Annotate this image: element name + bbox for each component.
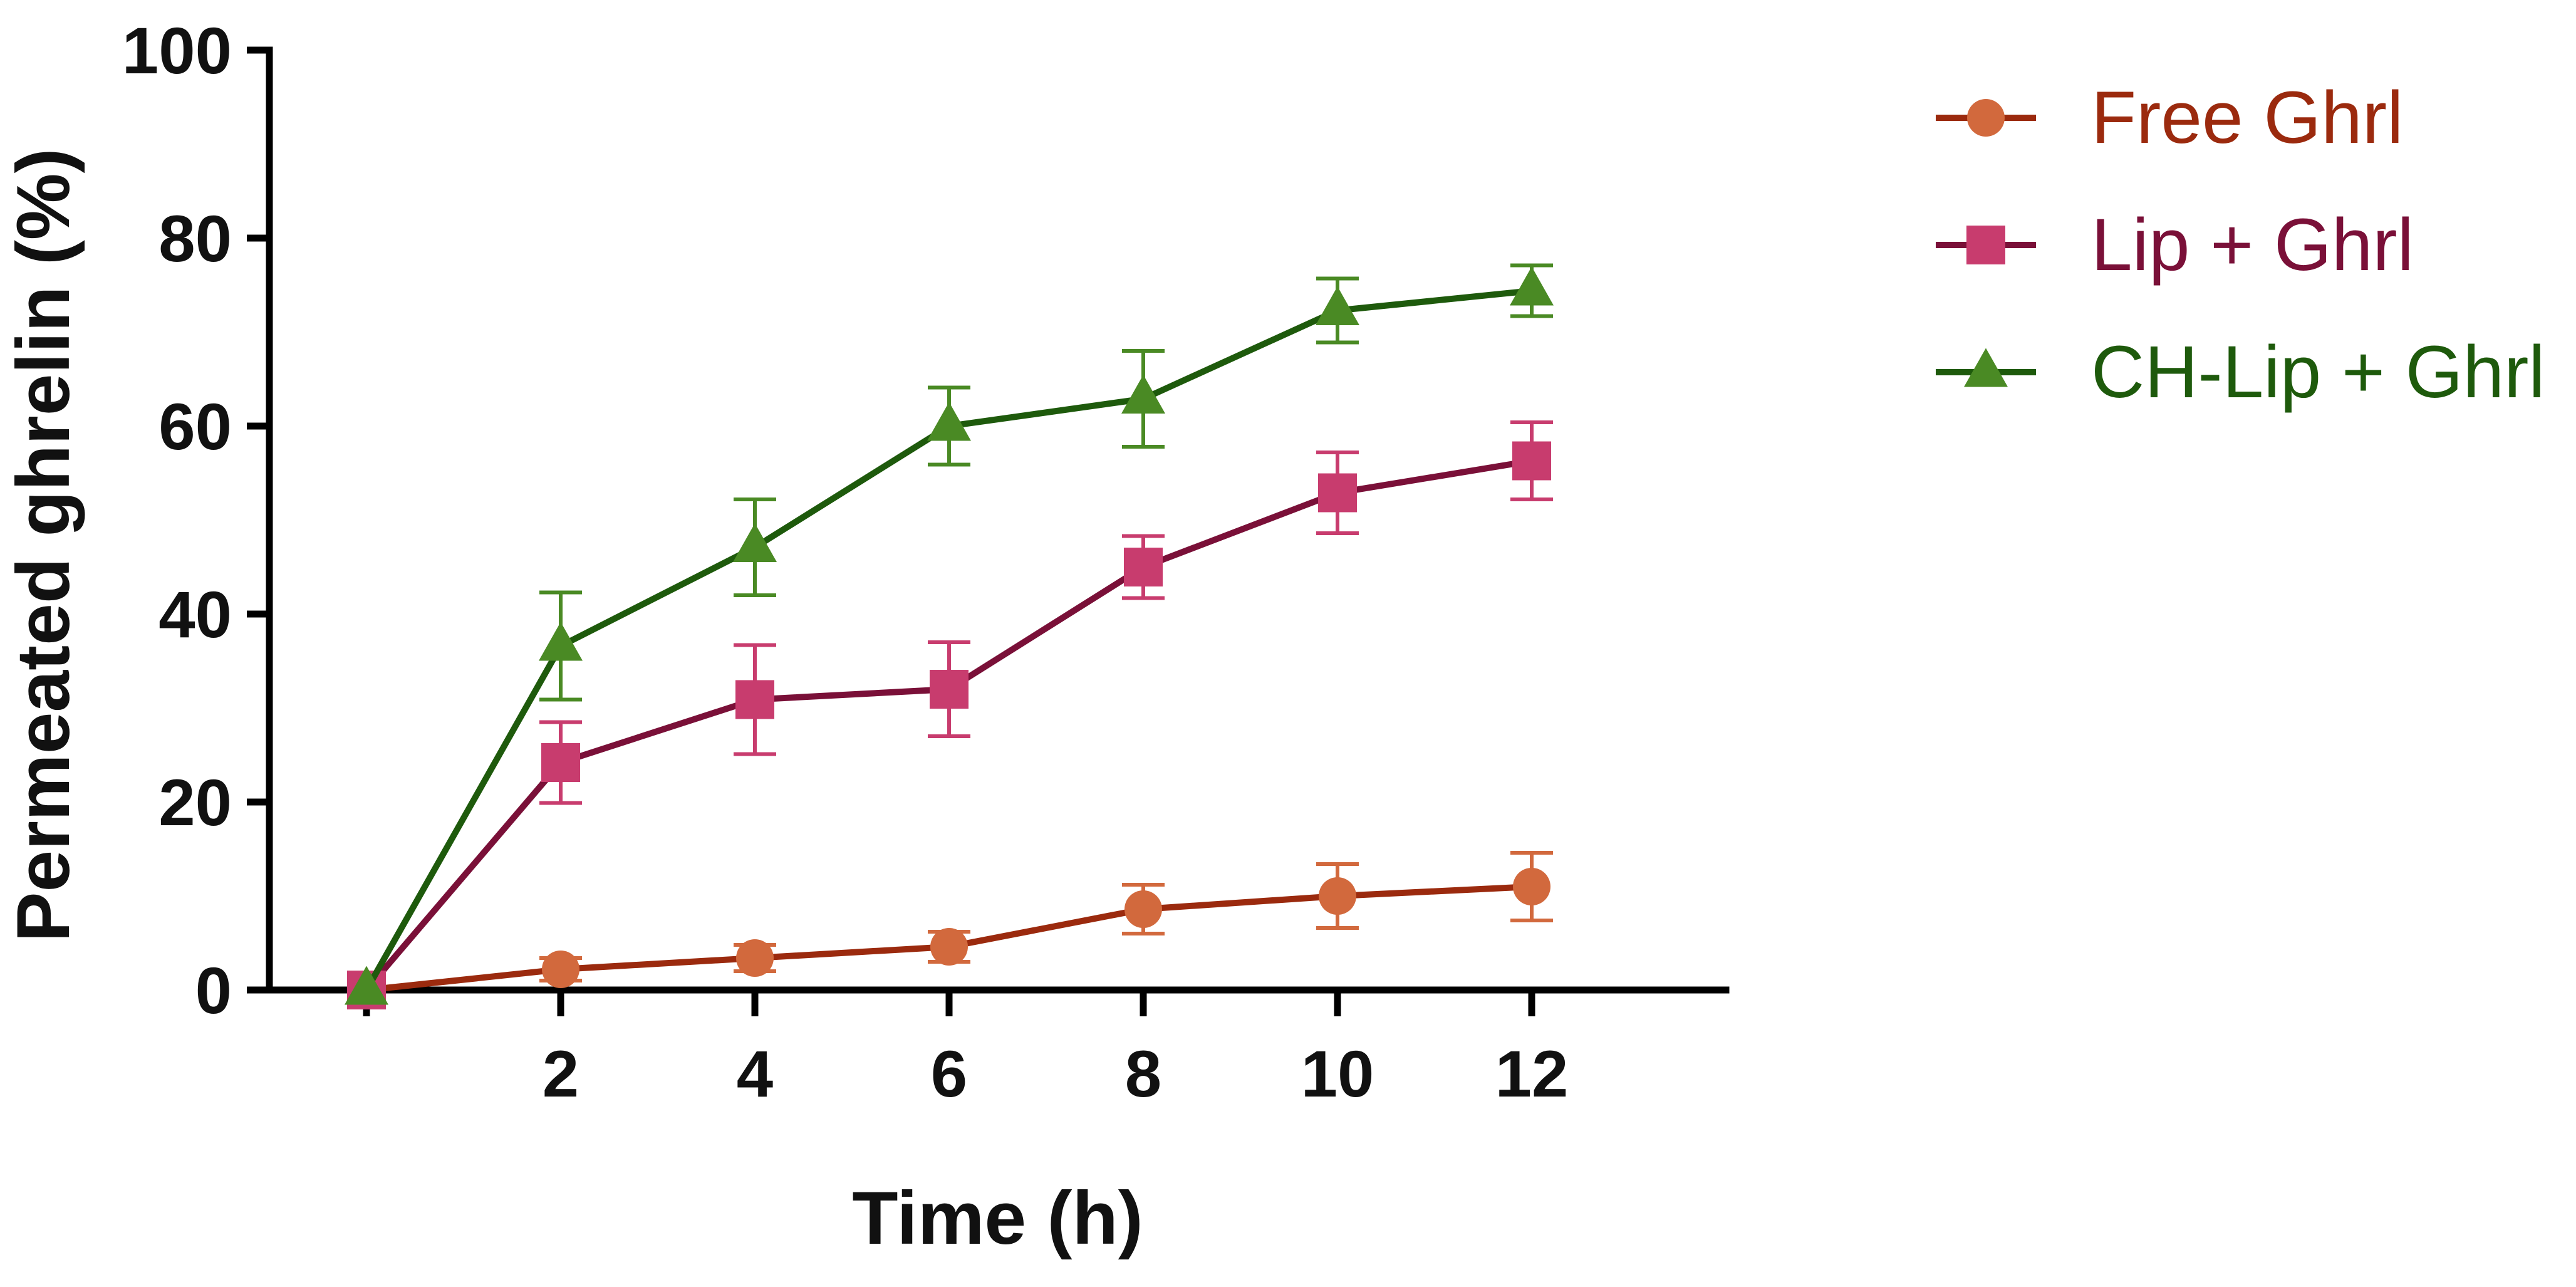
- data-point: [539, 622, 583, 661]
- series-ch-lip-ghrl: [345, 263, 1554, 1005]
- y-axis-title: Permeated ghrelin (%): [1, 148, 85, 942]
- data-point: [930, 928, 968, 966]
- data-point: [733, 523, 777, 563]
- legend-item: Lip + Ghrl: [1936, 204, 2414, 286]
- x-axis-title: Time (h): [852, 1176, 1143, 1260]
- data-point: [1510, 266, 1554, 306]
- legend-label: Lip + Ghrl: [2091, 204, 2414, 286]
- data-point: [1512, 441, 1551, 481]
- data-point: [1124, 890, 1162, 928]
- y-ticks: 0 20 40 60 80 100: [122, 14, 269, 1028]
- data-point: [930, 670, 969, 709]
- legend-marker: [1967, 99, 2005, 137]
- series-layer: [345, 263, 1554, 1009]
- x-tick-label: 8: [1125, 1038, 1161, 1111]
- series-lip-ghrl: [347, 420, 1553, 1009]
- y-tick-label: 0: [195, 954, 232, 1028]
- legend-label: CH-Lip + Ghrl: [2091, 331, 2545, 414]
- legend-item: Free Ghrl: [1936, 76, 2403, 159]
- series-free-ghrl: [348, 851, 1553, 1009]
- legend-marker: [1964, 348, 2008, 387]
- data-point: [1513, 868, 1550, 905]
- axes: 0 20 40 60 80 100 2 4 6 8 10 12: [122, 14, 1730, 1111]
- y-tick-label: 80: [158, 202, 232, 276]
- x-tick-label: 10: [1301, 1038, 1374, 1111]
- x-tick-label: 12: [1495, 1038, 1569, 1111]
- y-tick-label: 20: [158, 766, 232, 840]
- y-tick-label: 60: [158, 390, 232, 464]
- x-ticks: 2 4 6 8 10 12: [363, 990, 1569, 1111]
- data-point: [541, 743, 580, 782]
- data-point: [736, 939, 774, 977]
- x-tick-label: 6: [931, 1038, 967, 1111]
- data-point: [1318, 473, 1357, 513]
- legend: Free Ghrl Lip + Ghrl CH-Lip + Ghrl: [1936, 76, 2545, 414]
- y-tick-label: 40: [158, 578, 232, 652]
- data-point: [542, 951, 579, 988]
- y-tick-label: 100: [122, 14, 232, 88]
- data-point: [1316, 286, 1359, 326]
- x-tick-label: 2: [543, 1038, 579, 1111]
- data-point: [735, 680, 774, 719]
- data-point: [1319, 877, 1356, 915]
- legend-marker: [1966, 226, 2005, 264]
- x-tick-label: 4: [737, 1038, 773, 1111]
- data-point: [345, 966, 388, 1005]
- data-point: [1124, 548, 1163, 586]
- data-point: [927, 402, 971, 441]
- legend-item: CH-Lip + Ghrl: [1936, 331, 2545, 414]
- data-point: [1121, 375, 1165, 414]
- legend-label: Free Ghrl: [2091, 76, 2403, 159]
